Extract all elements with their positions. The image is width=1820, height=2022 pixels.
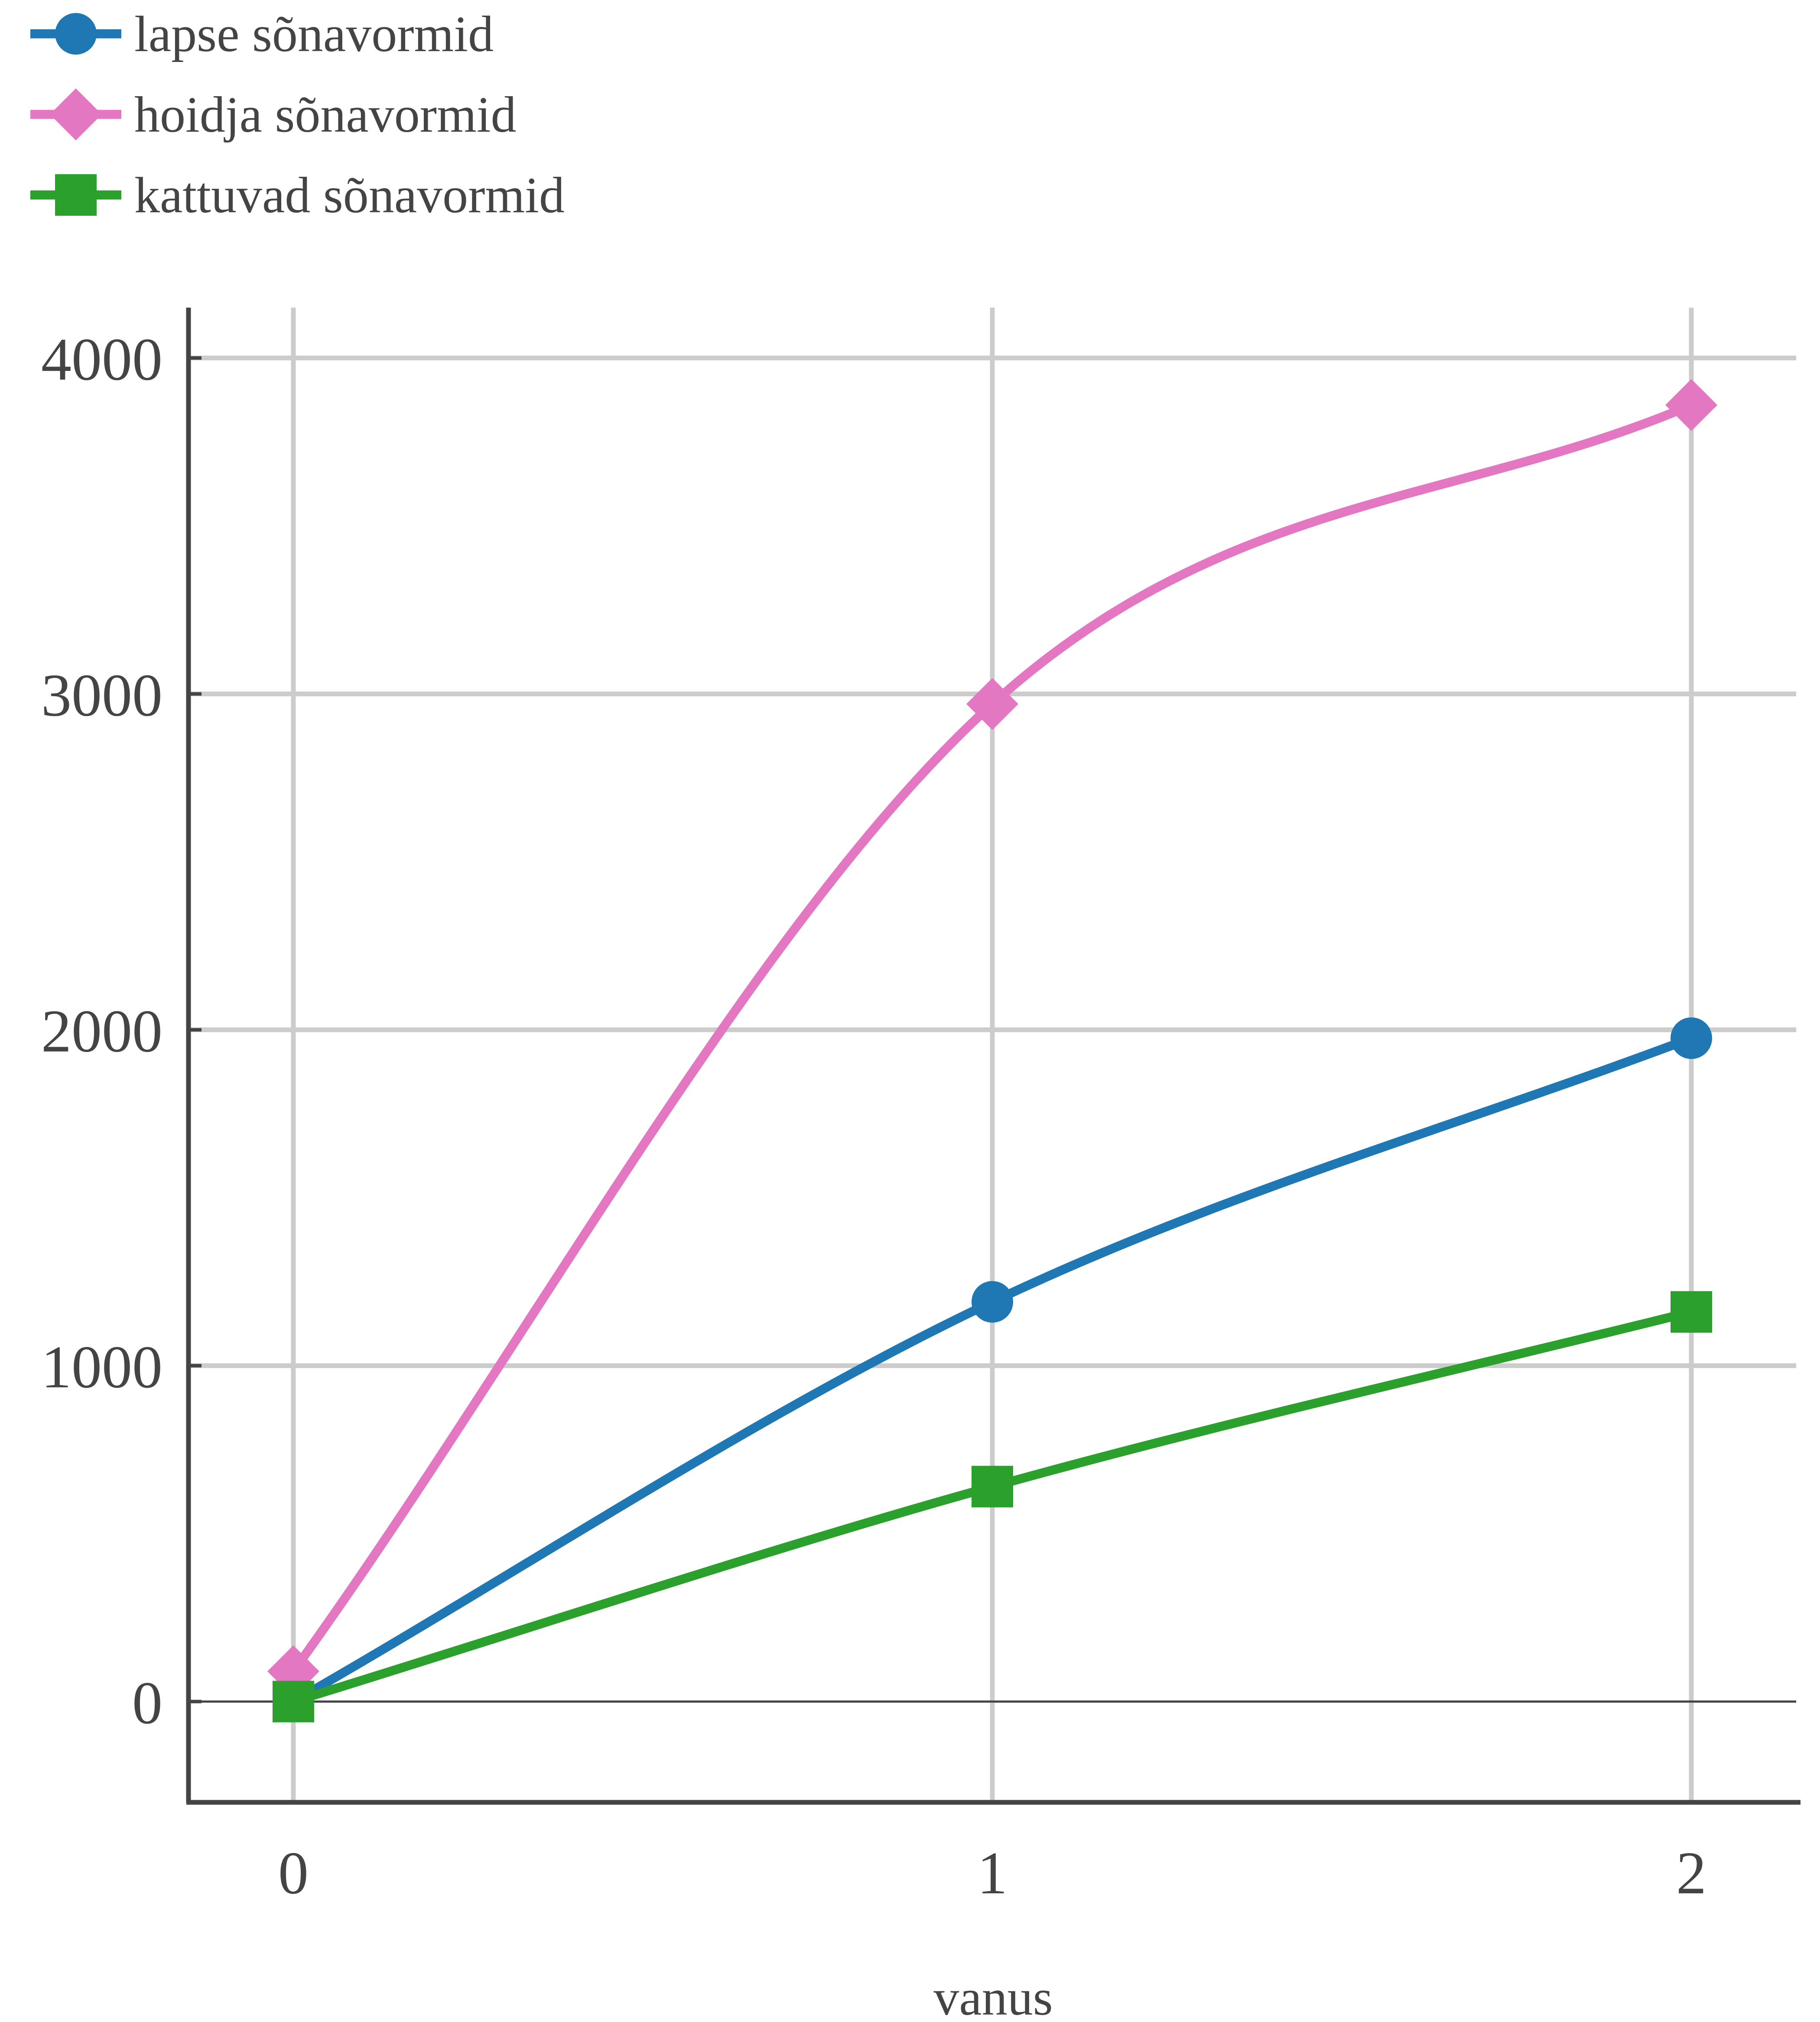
legend-marker-circle — [55, 13, 97, 55]
data-point-square — [1670, 1291, 1713, 1333]
gridlines — [188, 308, 1796, 1802]
legend-label: kattuvad sõnavormid — [134, 167, 565, 224]
y-tick-label: 0 — [132, 1669, 162, 1736]
y-tick-label: 3000 — [41, 662, 162, 729]
legend-marker-diamond — [50, 88, 102, 140]
series-line-diamond — [289, 400, 1696, 1676]
y-tick-label: 2000 — [41, 998, 162, 1065]
data-point-square — [272, 1681, 314, 1723]
data-point-square — [972, 1466, 1013, 1508]
series-group — [267, 379, 1718, 1723]
legend-label: lapse sõnavormid — [134, 6, 494, 62]
x-tick-label: 0 — [278, 1840, 309, 1907]
data-point-diamond — [966, 678, 1018, 730]
y-tick-label: 1000 — [41, 1334, 162, 1401]
x-tick-label: 2 — [1676, 1840, 1706, 1907]
x-axis-label: vanus — [933, 1969, 1053, 2020]
legend-label: hoidja sõnavormid — [134, 86, 517, 143]
axes — [186, 308, 1800, 1805]
legend-marker-square — [55, 174, 97, 216]
x-tick-label: 1 — [977, 1840, 1008, 1907]
data-point-circle — [972, 1281, 1013, 1323]
tick-labels: 0 1 2 0 1000 2000 3000 4000 — [41, 326, 1706, 1907]
data-point-diamond — [1665, 379, 1718, 431]
y-tick-label: 4000 — [41, 326, 162, 393]
legend: lapse sõnavormid hoidja sõnavormid kattuva… — [30, 6, 565, 224]
data-point-circle — [1670, 1017, 1713, 1059]
